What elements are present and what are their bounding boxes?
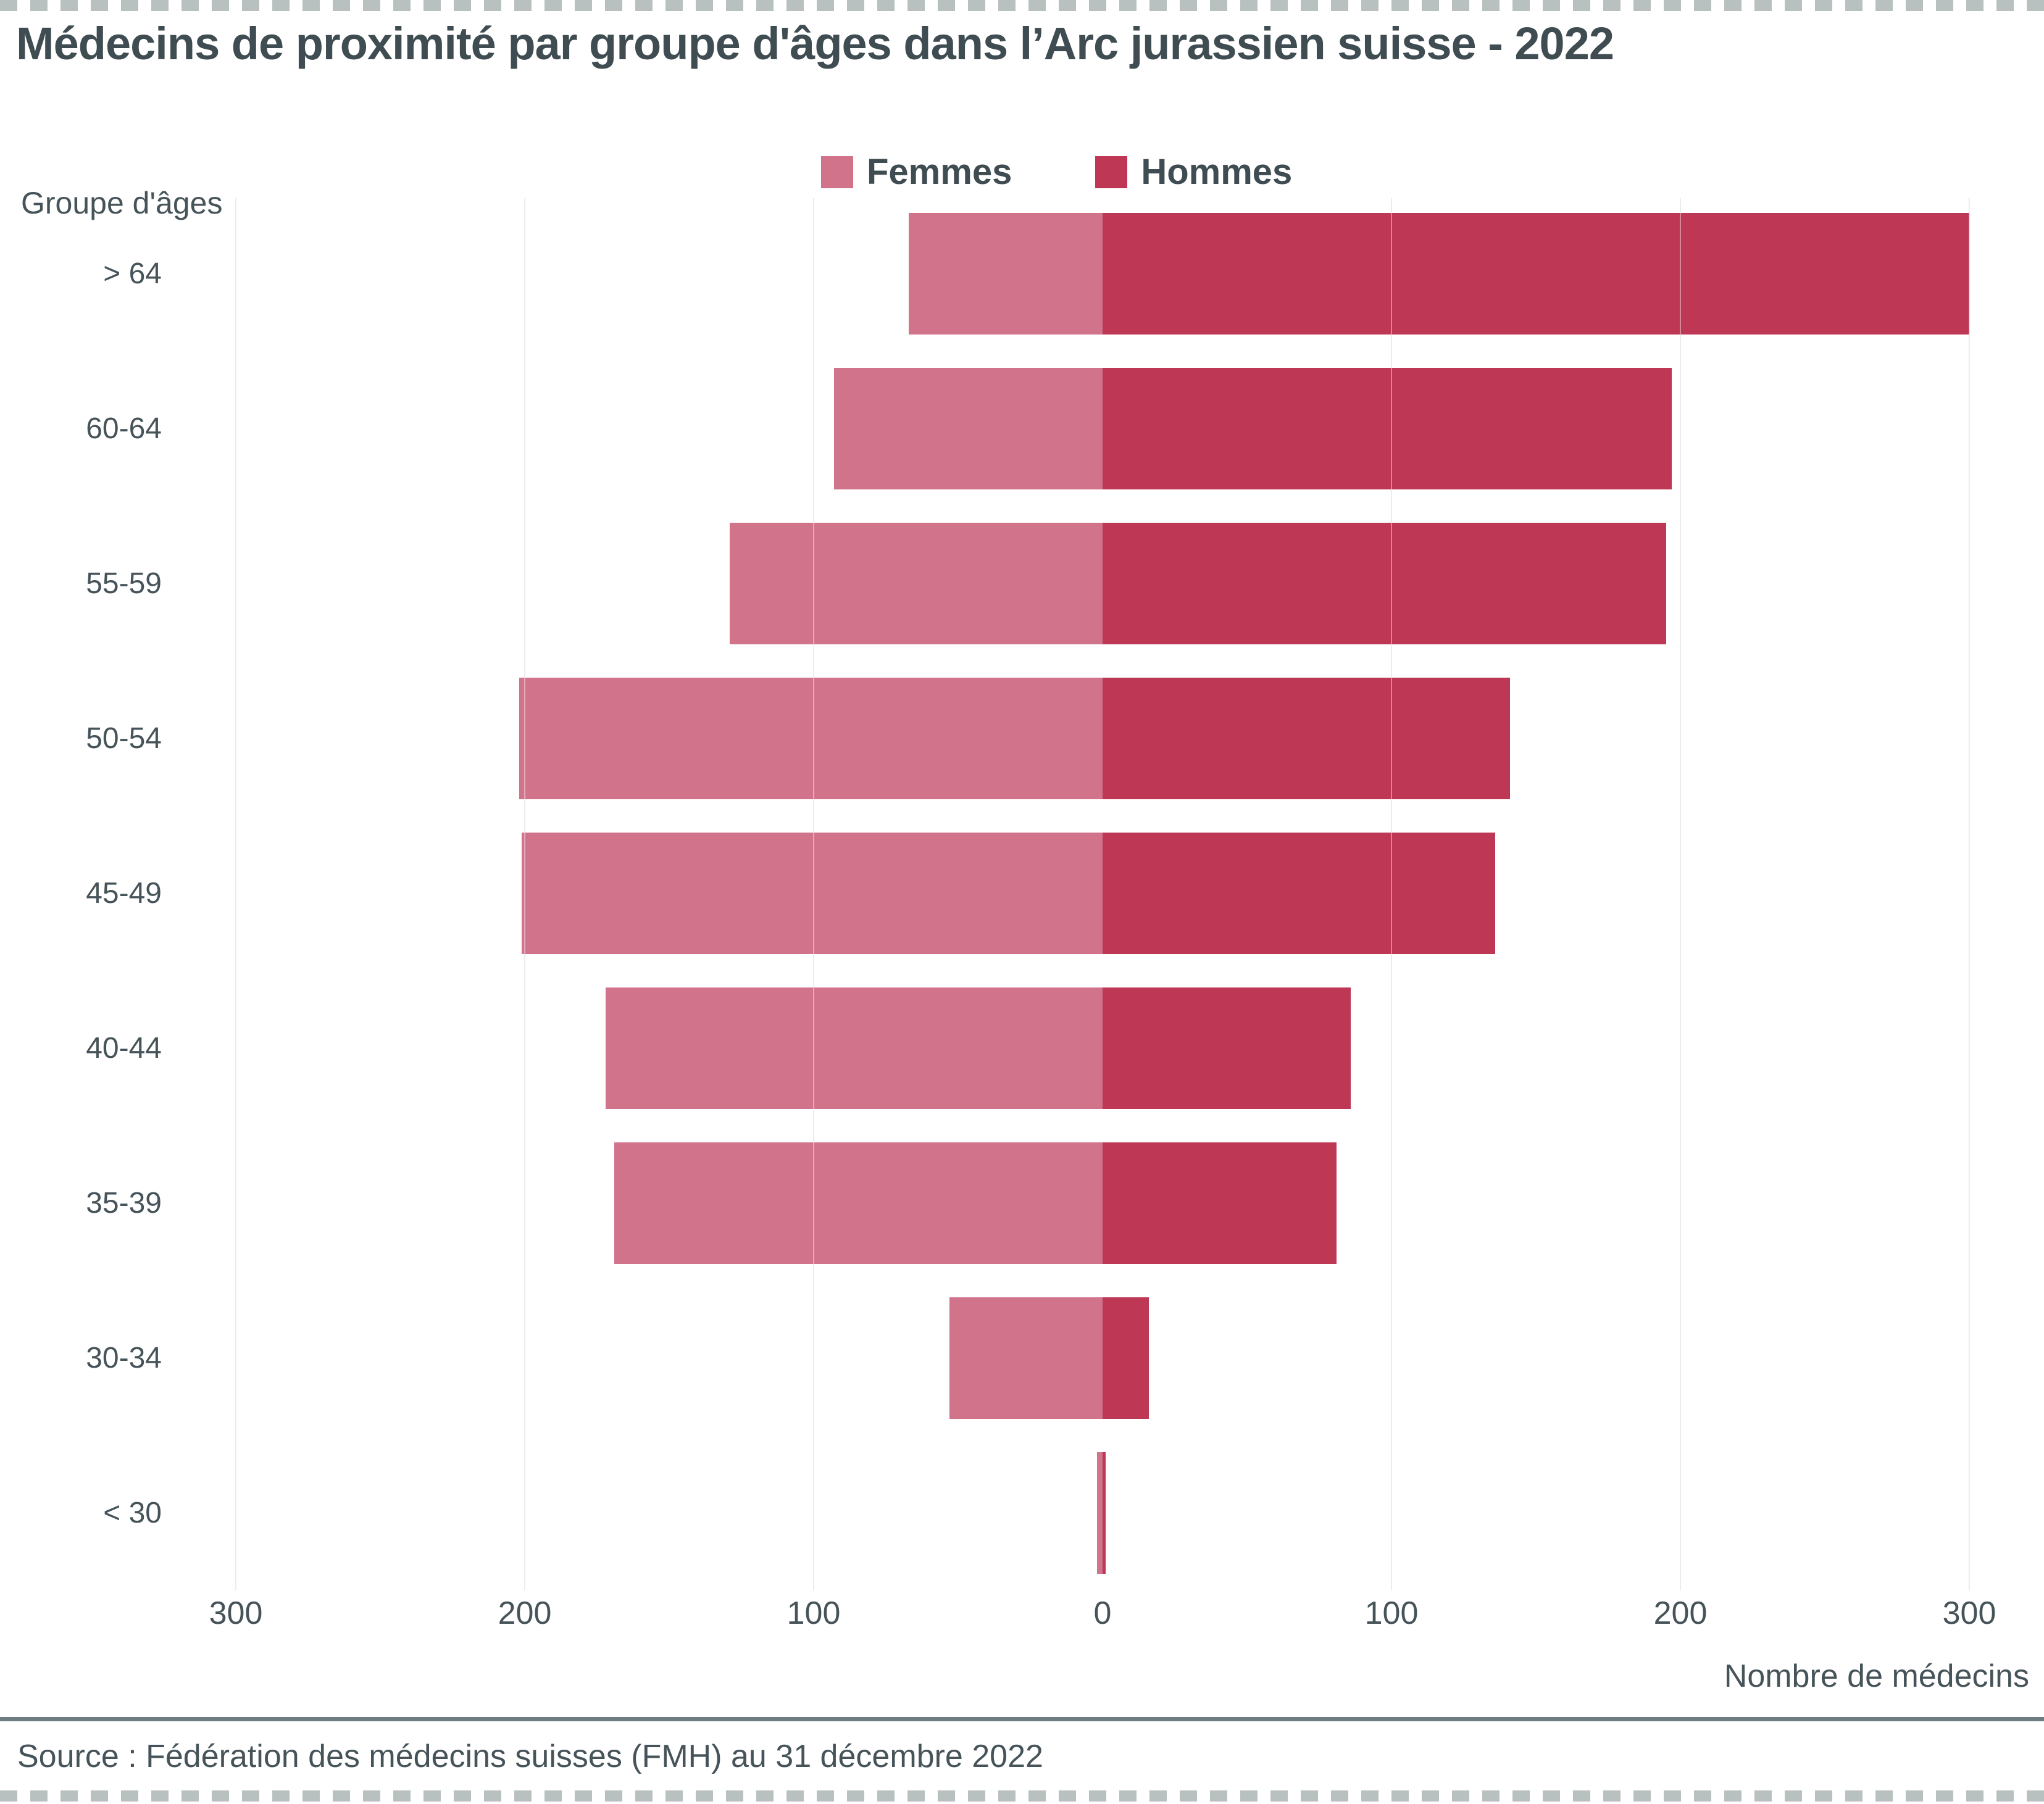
legend: Femmes Hommes [821,154,1292,190]
y-axis-label: 55-59 [86,567,162,600]
gridline [235,198,236,1590]
y-axis-label: 35-39 [86,1186,162,1220]
bar-hommes [1103,368,1672,489]
y-axis-label: < 30 [103,1496,162,1529]
bar-hommes [1103,678,1510,799]
x-axis-tick-label: 200 [1653,1595,1708,1631]
bar-femmes [833,368,1103,489]
y-axis-label: 60-64 [86,412,162,445]
hommes-color-swatch [1095,156,1128,188]
bar-femmes [614,1142,1103,1264]
x-axis-tick-label: 100 [786,1595,841,1631]
x-axis-tick-label: 300 [1942,1595,1996,1631]
bar-hommes [1103,523,1666,644]
gridline-overlay [235,198,236,1590]
y-axis-label: 30-34 [86,1341,162,1374]
y-axis-label: 50-54 [86,721,162,755]
x-axis-tick-label: 200 [498,1595,552,1631]
bar-femmes [730,523,1103,644]
gridline-overlay [813,198,814,1590]
legend-label-femmes: Femmes [867,152,1012,192]
gridline-overlay [524,198,525,1590]
y-axis-label: 40-44 [86,1031,162,1065]
bar-hommes [1103,1452,1106,1574]
bar-femmes [909,213,1103,335]
y-axis-title: Groupe d'âges [21,186,223,220]
top-dashed-border [0,0,2044,11]
gridline-overlay [1969,198,1970,1590]
bar-femmes [606,987,1103,1109]
gridline [1680,198,1681,1590]
bottom-dashed-border [0,1790,2044,1802]
legend-label-hommes: Hommes [1141,152,1293,192]
bar-hommes [1103,833,1496,954]
bar-femmes [949,1297,1103,1419]
source-caption: Source : Fédération des médecins suisses… [17,1739,1043,1774]
bar-hommes [1103,987,1351,1109]
gridline [1969,198,1970,1590]
bar-femmes [1096,1452,1103,1574]
bar-femmes [522,833,1103,954]
bar-hommes [1103,1297,1149,1419]
bar-femmes [519,678,1103,799]
legend-item-hommes: Hommes [1095,154,1292,190]
x-axis-tick-label: 300 [209,1595,263,1631]
y-axis-label: > 64 [103,257,162,290]
footer-separator-line [0,1717,2044,1721]
x-axis-tick-label: 100 [1364,1595,1419,1631]
gridline-overlay [1680,198,1681,1590]
x-axis-title: Nombre de médecins [1724,1658,2029,1694]
legend-item-femmes: Femmes [821,154,1012,190]
chart-title: Médecins de proximité par groupe d'âges … [16,18,1614,69]
femmes-color-swatch [821,156,853,188]
gridline-overlay [1391,198,1392,1590]
y-axis-label: 45-49 [86,876,162,910]
x-axis-tick-label: 0 [1093,1595,1112,1631]
bar-hommes [1103,213,1969,335]
bar-hommes [1103,1142,1337,1264]
